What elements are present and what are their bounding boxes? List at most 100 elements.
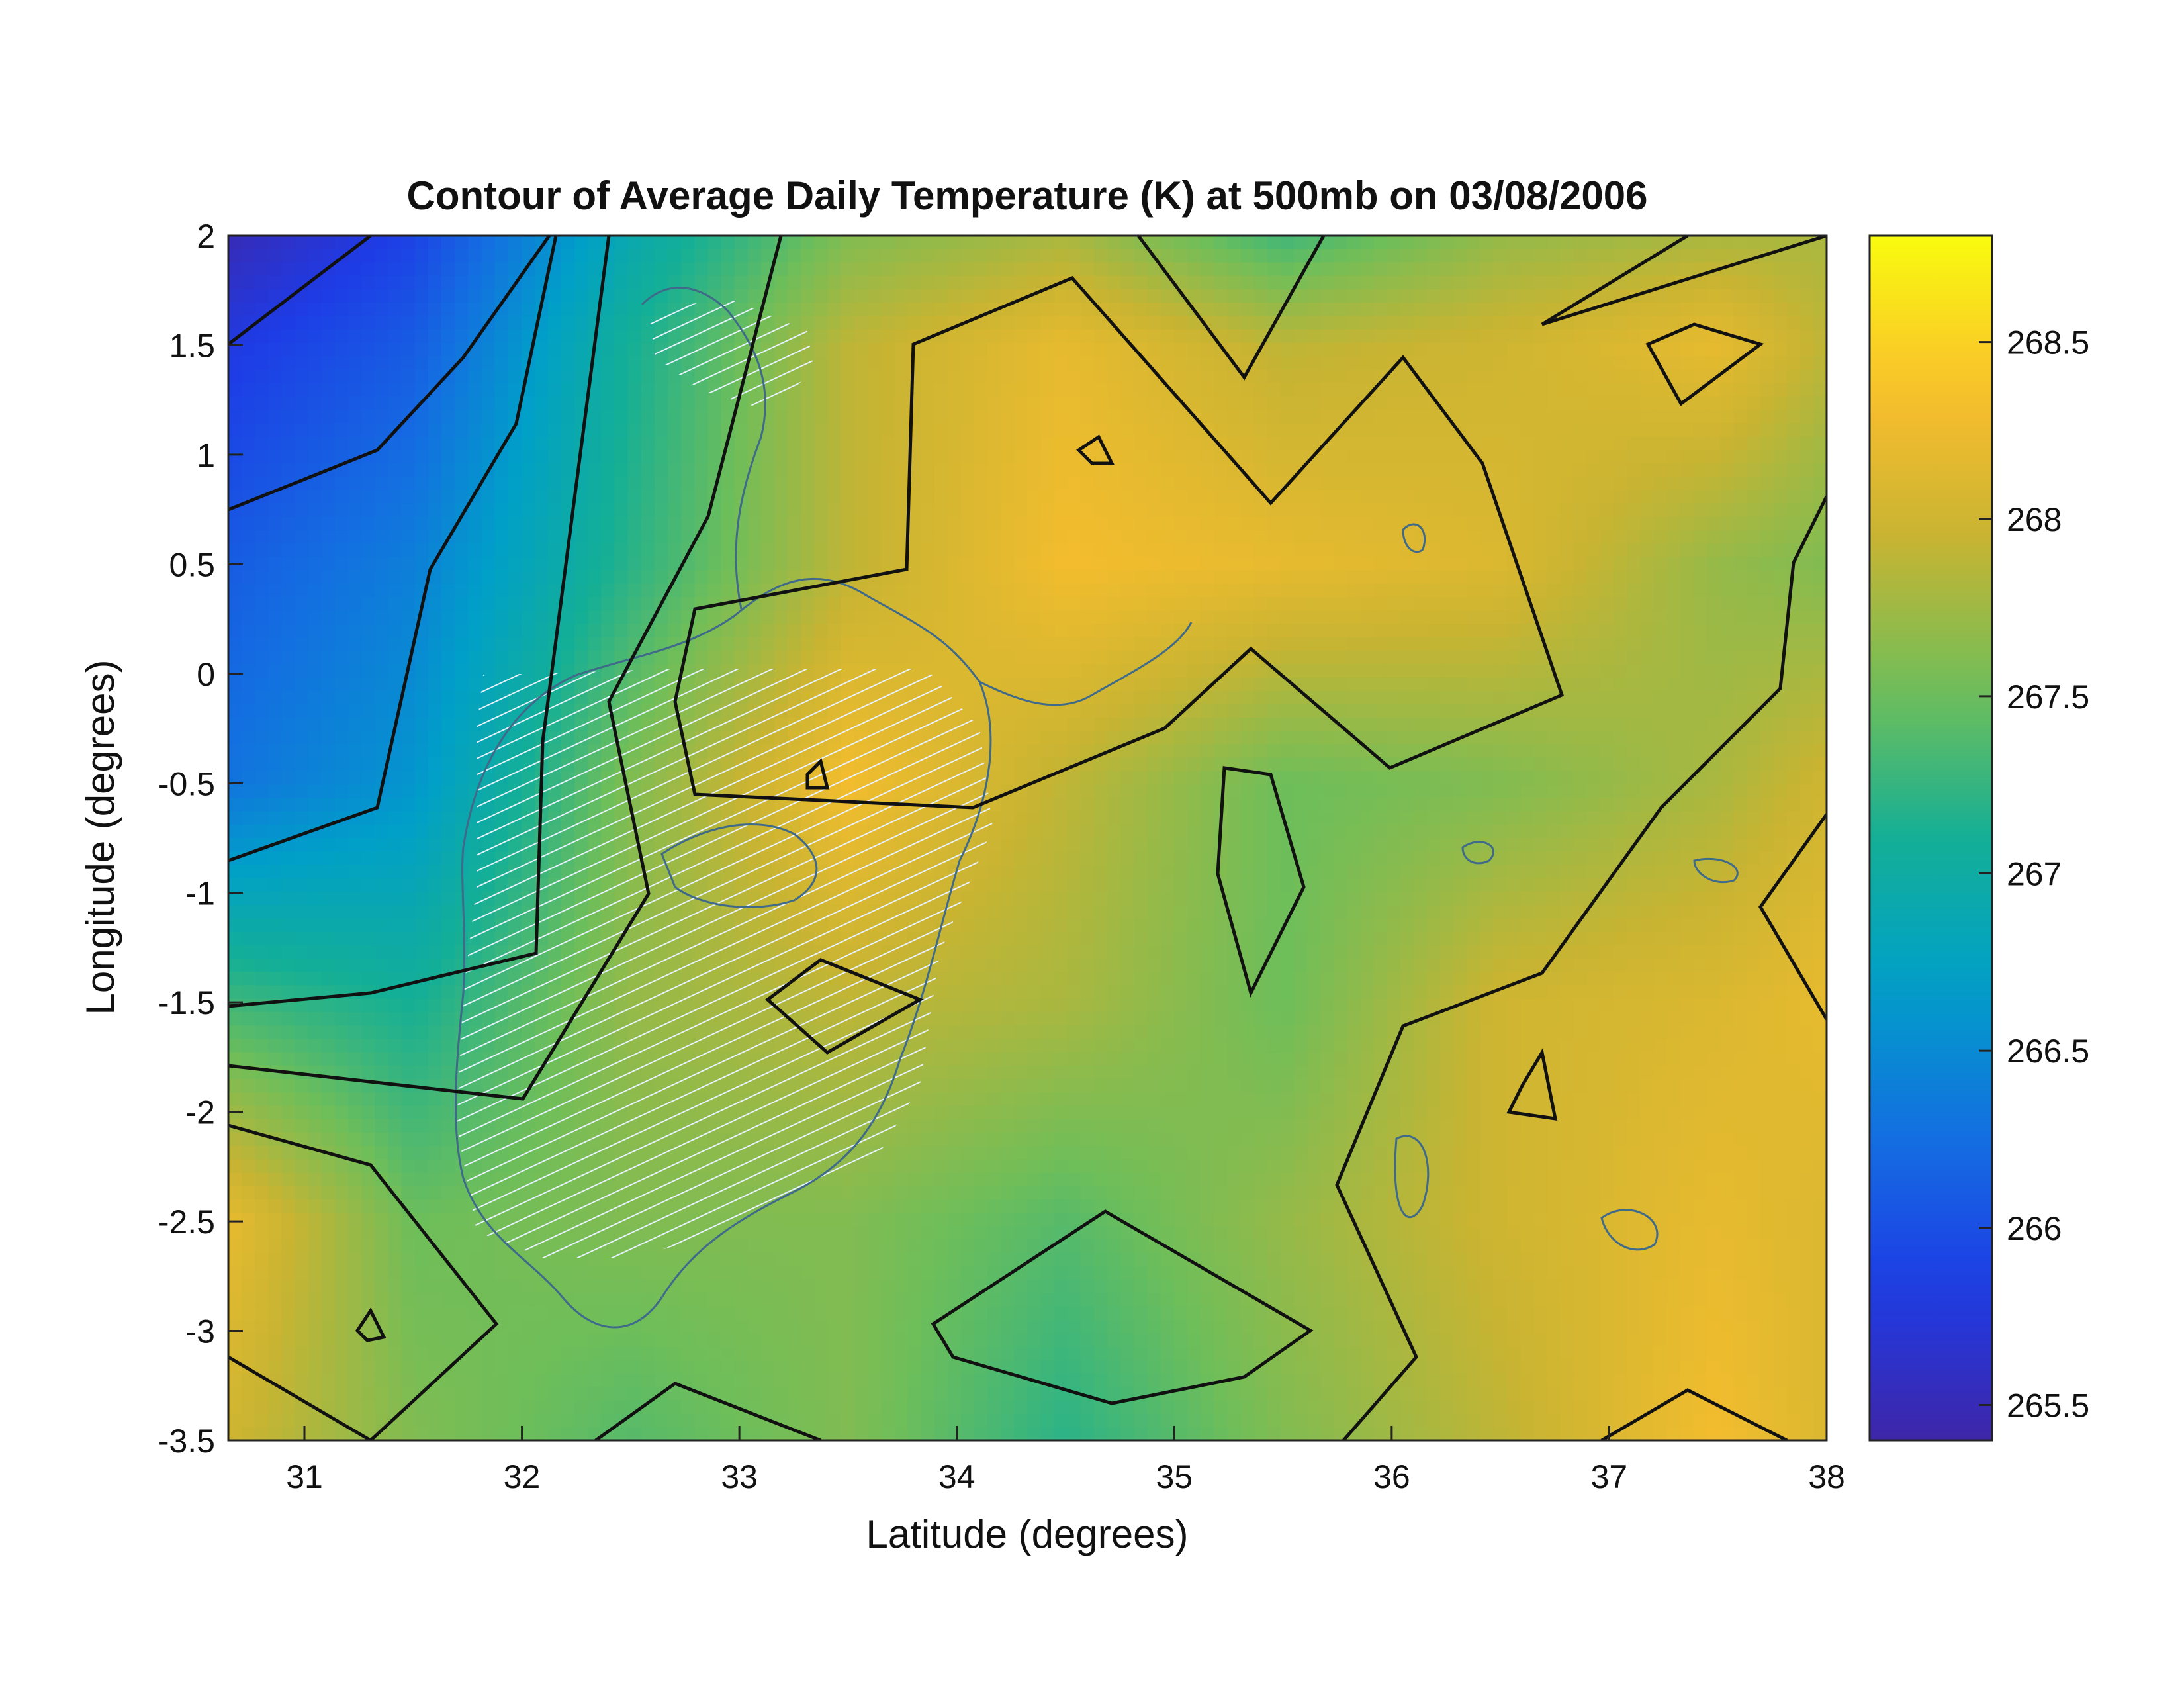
heatmap-cell — [947, 570, 962, 585]
heatmap-cell — [774, 650, 789, 665]
heatmap-cell — [827, 557, 842, 571]
heatmap-cell — [428, 275, 442, 290]
heatmap-cell — [1214, 409, 1228, 424]
heatmap-cell — [1054, 436, 1068, 451]
heatmap-cell — [1334, 771, 1348, 785]
heatmap-cell — [774, 557, 789, 571]
heatmap-cell — [721, 396, 735, 410]
heatmap-cell — [1680, 637, 1694, 651]
heatmap-cell — [1067, 543, 1081, 558]
heatmap-cell — [1573, 409, 1588, 424]
heatmap-cell — [494, 637, 509, 651]
heatmap-cell — [1600, 342, 1614, 357]
heatmap-cell — [1586, 664, 1601, 679]
heatmap-cell — [1214, 275, 1228, 290]
heatmap-cell — [1187, 449, 1201, 464]
heatmap-cell — [574, 624, 589, 638]
heatmap-cell — [1507, 463, 1521, 477]
heatmap-cell — [1040, 597, 1055, 612]
heatmap-cell — [1520, 262, 1535, 277]
heatmap-cell — [1040, 436, 1055, 451]
heatmap-cell — [960, 624, 975, 638]
heatmap-cell — [1440, 664, 1455, 679]
heatmap-cell — [947, 463, 962, 477]
heatmap-cell — [1214, 771, 1228, 785]
heatmap-cell — [1560, 490, 1574, 504]
heatmap-cell — [1373, 409, 1388, 424]
heatmap-cell — [1147, 597, 1161, 612]
heatmap-cell — [1547, 583, 1561, 598]
heatmap-cell — [1040, 329, 1055, 344]
heatmap-cell — [987, 597, 1002, 612]
heatmap-cell — [255, 757, 269, 772]
heatmap-cell — [1054, 530, 1068, 544]
heatmap-cell — [1427, 436, 1441, 451]
heatmap-cell — [1640, 436, 1655, 451]
heatmap-cell — [854, 329, 868, 344]
heatmap-cell — [627, 303, 642, 317]
heatmap-cell — [668, 262, 682, 277]
heatmap-cell — [814, 262, 829, 277]
heatmap-cell — [1440, 624, 1455, 638]
heatmap-cell — [1120, 329, 1135, 344]
heatmap-cell — [1653, 583, 1668, 598]
heatmap-cell — [401, 718, 416, 732]
heatmap-cell — [1493, 329, 1508, 344]
heatmap-cell — [534, 329, 549, 344]
heatmap-cell — [601, 530, 615, 544]
heatmap-cell — [894, 570, 909, 585]
heatmap-cell — [574, 236, 589, 250]
heatmap-cell — [974, 610, 988, 625]
heatmap-cell — [1786, 771, 1801, 785]
heatmap-cell — [655, 396, 668, 410]
heatmap-cell — [921, 570, 935, 585]
heatmap-cell — [1573, 744, 1588, 759]
heatmap-cell — [361, 503, 376, 518]
heatmap-cell — [281, 316, 296, 330]
heatmap-cell — [1480, 409, 1494, 424]
heatmap-cell — [1480, 369, 1494, 384]
heatmap-cell — [694, 624, 709, 638]
heatmap-cell — [974, 530, 988, 544]
heatmap-cell — [601, 449, 615, 464]
heatmap-cell — [814, 236, 829, 250]
heatmap-cell — [734, 289, 749, 303]
heatmap-cell — [1040, 530, 1055, 544]
heatmap-cell — [1627, 423, 1641, 438]
heatmap-cell — [1214, 784, 1228, 799]
heatmap-cell — [468, 396, 482, 410]
heatmap-cell — [1706, 757, 1721, 772]
heatmap-cell — [974, 503, 988, 518]
heatmap-cell — [481, 262, 496, 277]
heatmap-cell — [1614, 463, 1627, 477]
heatmap-cell — [1014, 262, 1028, 277]
heatmap-cell — [548, 423, 562, 438]
heatmap-cell — [401, 262, 416, 277]
heatmap-cell — [1760, 449, 1774, 464]
heatmap-cell — [655, 637, 668, 651]
heatmap-cell — [1773, 690, 1788, 705]
heatmap-cell — [1187, 342, 1201, 357]
heatmap-cell — [894, 329, 909, 344]
heatmap-cell — [1533, 664, 1548, 679]
heatmap-cell — [281, 637, 296, 651]
heatmap-cell — [1373, 744, 1388, 759]
heatmap-cell — [1253, 289, 1268, 303]
heatmap-cell — [1173, 570, 1188, 585]
heatmap-cell — [268, 704, 283, 718]
heatmap-cell — [1040, 570, 1055, 585]
heatmap-cell — [868, 303, 882, 317]
heatmap-cell — [1493, 704, 1508, 718]
heatmap-cell — [774, 543, 789, 558]
heatmap-cell — [774, 409, 789, 424]
heatmap-cell — [734, 262, 749, 277]
heatmap-cell — [627, 289, 642, 303]
heatmap-cell — [1280, 356, 1295, 371]
heatmap-cell — [1134, 369, 1148, 384]
heatmap-cell — [627, 369, 642, 384]
heatmap-cell — [601, 583, 615, 598]
heatmap-cell — [1160, 236, 1175, 250]
heatmap-cell — [1760, 757, 1774, 772]
heatmap-cell — [614, 463, 629, 477]
heatmap-cell — [1400, 650, 1414, 665]
